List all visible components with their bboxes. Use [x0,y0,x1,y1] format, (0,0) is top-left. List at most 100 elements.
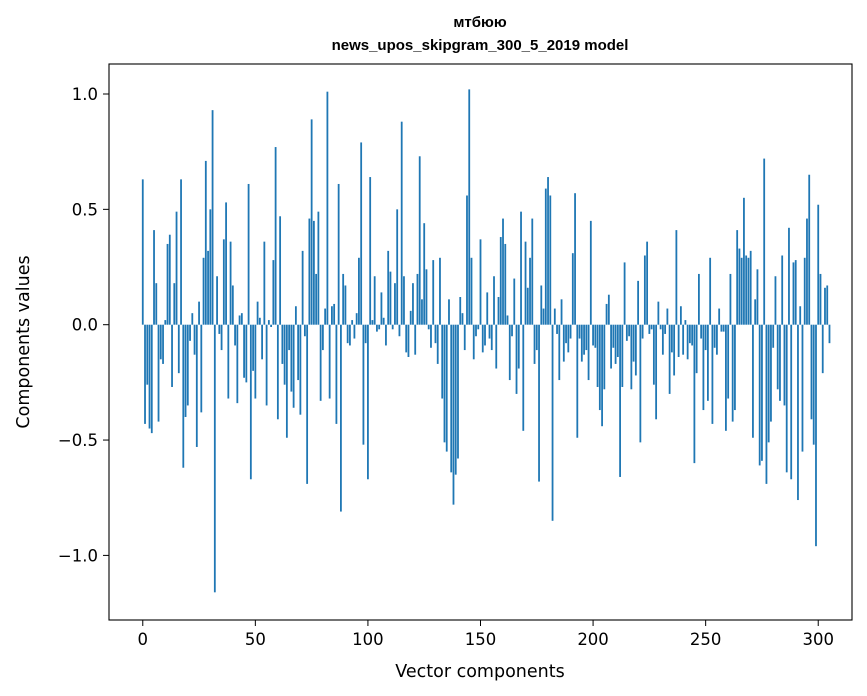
bar-203 [598,324,601,411]
bar-238 [677,324,680,357]
bar-264 [736,230,739,325]
bar-220 [637,280,640,325]
bar-10 [164,320,167,325]
bar-236 [673,324,676,376]
bar-260 [727,324,730,399]
bar-174 [533,324,536,364]
y-tick-label: −0.5 [58,431,98,450]
bar-179 [544,188,547,325]
bar-176 [538,324,540,482]
bar-112 [394,283,396,325]
bar-267 [743,197,745,325]
bar-40 [231,285,234,325]
bar-42 [236,324,239,404]
bar-212 [619,324,621,477]
bar-33 [216,276,218,325]
bar-21 [189,324,191,341]
bar-159 [499,237,502,325]
x-axis: 0 50 100 150 200 250 300 [138,620,834,649]
bar-181 [549,195,552,325]
bar-234 [668,324,671,394]
bar-287 [788,227,790,325]
bar-116 [403,276,405,325]
bar-272 [754,299,757,325]
bar-114 [398,324,401,337]
bar-255 [716,324,718,355]
bar-274 [758,324,761,466]
bar-67 [292,324,295,408]
bar-242 [686,324,689,360]
bar-65 [288,324,291,351]
bar-91 [346,324,349,344]
bar-47 [247,183,250,325]
bar-133 [441,324,444,399]
bar-109 [387,250,390,325]
bar-20 [186,324,189,406]
bar-182 [551,324,554,521]
bar-17 [180,179,182,325]
bar-151 [481,324,484,353]
bar-15 [175,211,178,325]
bar-130 [434,324,437,344]
bar-258 [722,324,725,332]
bar-217 [630,324,633,390]
bar-241 [684,320,687,325]
bar-119 [409,310,412,325]
chart-title-line-1: мтбюю [453,14,507,31]
bar-36 [222,239,225,325]
bar-24 [195,324,198,447]
bar-60 [276,324,279,420]
bar-8 [159,324,162,360]
bar-103 [373,276,376,325]
bar-184 [556,324,558,334]
bar-88 [340,324,342,512]
bar-239 [679,306,682,325]
bar-232 [664,324,667,334]
bar-90 [344,285,347,325]
bar-72 [303,324,306,337]
bar-229 [657,301,660,325]
bar-226 [650,324,653,330]
bar-82 [326,91,329,325]
bar-57 [270,324,273,328]
bar-138 [452,324,455,505]
bar-12 [168,234,171,325]
bar-249 [702,324,705,411]
bar-156 [493,276,495,325]
bar-206 [605,303,608,325]
bar-189 [567,324,570,353]
bar-2 [146,324,149,385]
y-tick-label: 0.5 [72,200,98,219]
bar-165 [513,278,516,325]
bar-146 [470,257,473,325]
bar-168 [520,211,522,325]
bar-209 [612,324,615,348]
bar-85 [333,303,336,325]
bar-172 [529,257,531,325]
bar-137 [450,324,453,473]
bar-105 [378,324,381,330]
bar-144 [466,195,468,325]
bar-253 [711,324,714,424]
bar-263 [734,324,736,411]
bar-162 [506,315,509,325]
bar-118 [407,324,410,357]
bar-261 [729,273,732,325]
bar-1 [144,324,146,424]
x-tick-label: 150 [465,630,497,649]
bar-224 [646,241,649,325]
bar-0 [141,179,144,325]
bar-104 [376,324,378,332]
bar-259 [725,324,727,431]
bar-37 [225,202,227,325]
bar-43 [238,315,241,325]
bar-14 [173,283,176,325]
bar-113 [396,209,399,325]
bar-122 [416,273,419,325]
bar-186 [560,299,563,325]
x-tick-label: 50 [245,630,266,649]
bar-301 [819,273,822,325]
bar-22 [191,313,194,325]
x-tick-label: 300 [802,630,834,649]
bar-214 [623,262,626,325]
